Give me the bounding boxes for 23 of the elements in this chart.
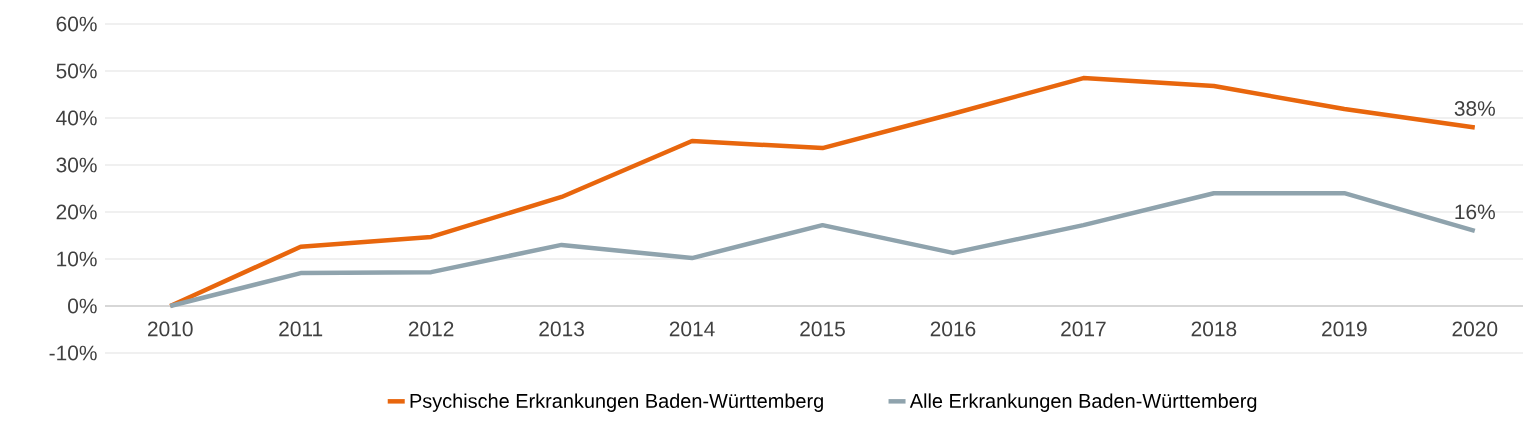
y-tick-label: 60% — [56, 16, 97, 32]
x-tick-label: 2011 — [279, 321, 323, 337]
y-tick-label: 30% — [56, 157, 97, 173]
x-tick-label: 2019 — [1322, 321, 1367, 337]
legend-label: Psychische Erkrankungen Baden-Württemberg — [410, 393, 823, 412]
x-tick-label: 2014 — [669, 321, 715, 337]
data-label: 38% — [1454, 101, 1495, 116]
x-tick-label: 2020 — [1452, 321, 1498, 337]
y-tick-label: 20% — [56, 204, 97, 220]
x-tick-label: 2012 — [408, 321, 454, 337]
legend-label: Alle Erkrankungen Baden-Württemberg — [909, 393, 1257, 412]
y-tick-label: -10% — [49, 345, 97, 361]
y-tick-label: 40% — [56, 110, 97, 126]
x-tick-label: 2010 — [148, 321, 193, 337]
x-tick-label: 2015 — [800, 321, 845, 337]
y-tick-label: 50% — [56, 63, 97, 79]
x-tick-label: 2016 — [930, 321, 976, 337]
data-label: 16% — [1455, 204, 1495, 220]
x-tick-label: 2018 — [1191, 321, 1237, 337]
y-tick-label: 0% — [68, 298, 97, 314]
x-tick-label: 2017 — [1061, 321, 1106, 337]
y-tick-label: 10% — [57, 251, 97, 267]
x-tick-label: 2013 — [539, 321, 584, 337]
